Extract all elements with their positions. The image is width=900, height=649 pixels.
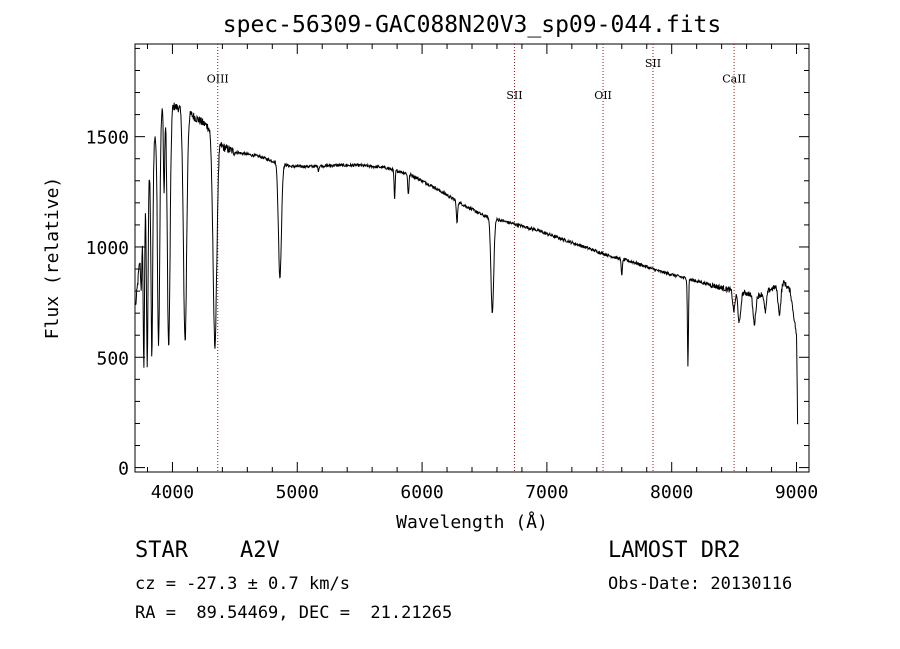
line-marker-label: SII [506,89,522,102]
spectrum-line [135,102,799,425]
axis-ticks: 4000 5000 6000 7000 8000 9000 0 500 1000 1500 [86,44,818,503]
x-tick-label: 6000 [400,482,443,503]
chart-title: spec-56309-GAC088N20V3_sp09-044.fits [223,12,722,38]
y-tick-label: 500 [96,348,129,369]
coordinates: RA = 89.54469, DEC = 21.21265 [135,603,453,623]
spectral-subclass: A2V [240,538,280,563]
line-marker-label: SII [645,57,661,70]
x-tick-label: 5000 [276,482,319,503]
survey-name: LAMOST DR2 [608,538,741,563]
plot-frame [134,43,810,473]
x-tick-label: 8000 [650,482,693,503]
object-type: STAR [135,538,188,563]
emission-line-markers: OIII SII OII SII CaII [207,44,746,472]
y-tick-label: 0 [118,459,129,480]
y-tick-label: 1000 [86,238,129,259]
obs-date: Obs-Date: 20130116 [608,574,793,594]
x-tick-label: 9000 [775,482,818,503]
y-tick-label: 1500 [86,128,129,149]
x-tick-label: 7000 [525,482,568,503]
y-axis-label: Flux (relative) [42,177,63,340]
line-marker-label: OIII [207,73,229,86]
line-marker-label: OII [594,89,612,102]
redshift-info: cz = -27.3 ± 0.7 km/s [135,574,350,594]
x-axis-label: Wavelength (Å) [396,511,548,533]
line-marker-label: CaII [722,73,746,86]
x-tick-label: 4000 [151,482,194,503]
